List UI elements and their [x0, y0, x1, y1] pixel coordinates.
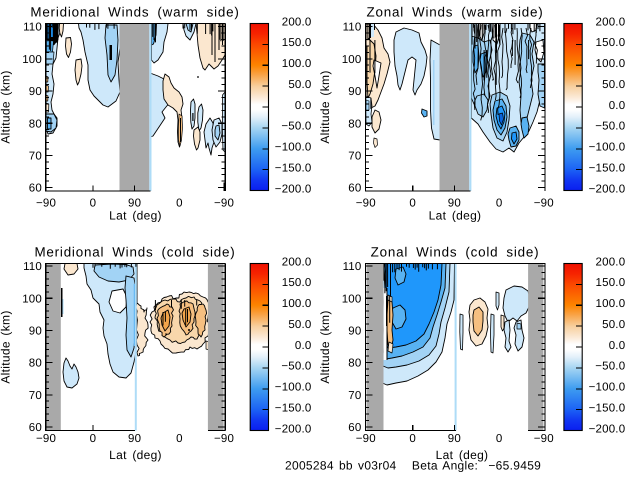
svg-text:Meridional Winds (cold side): Meridional Winds (cold side) [34, 244, 235, 259]
svg-text:70: 70 [29, 390, 42, 402]
svg-text:80: 80 [29, 358, 42, 370]
svg-text:−90: −90 [36, 198, 56, 210]
svg-text:70: 70 [348, 390, 361, 402]
svg-text:150.0: 150.0 [596, 37, 626, 49]
svg-text:100.0: 100.0 [596, 58, 626, 70]
svg-text:−100.0: −100.0 [589, 142, 626, 154]
svg-text:100: 100 [22, 54, 42, 66]
svg-text:−90: −90 [534, 433, 554, 445]
svg-text:0.0: 0.0 [295, 340, 312, 352]
svg-text:90: 90 [348, 86, 361, 98]
svg-text:90: 90 [128, 198, 141, 210]
svg-text:0.0: 0.0 [295, 100, 312, 112]
svg-text:50.0: 50.0 [602, 79, 625, 91]
svg-text:200.0: 200.0 [596, 256, 626, 268]
svg-text:−150.0: −150.0 [275, 402, 312, 414]
svg-text:200.0: 200.0 [282, 16, 312, 28]
svg-text:−100.0: −100.0 [589, 382, 626, 394]
svg-text:−50.0: −50.0 [281, 121, 311, 133]
svg-text:60: 60 [348, 422, 361, 434]
svg-text:−150.0: −150.0 [589, 162, 626, 174]
svg-text:90: 90 [29, 86, 42, 98]
svg-text:100.0: 100.0 [282, 298, 312, 310]
svg-text:150.0: 150.0 [596, 277, 626, 289]
svg-text:100.0: 100.0 [596, 298, 626, 310]
svg-text:70: 70 [29, 151, 42, 163]
svg-text:100: 100 [342, 293, 362, 305]
svg-text:Lat (deg): Lat (deg) [436, 448, 489, 462]
svg-text:−50.0: −50.0 [595, 361, 625, 373]
svg-text:−200.0: −200.0 [589, 423, 626, 435]
svg-text:Altitude (km): Altitude (km) [318, 310, 332, 383]
svg-text:200.0: 200.0 [282, 256, 312, 268]
svg-text:Zonal Winds (cold side): Zonal Winds (cold side) [371, 244, 540, 259]
svg-text:80: 80 [29, 118, 42, 130]
svg-text:Lat (deg): Lat (deg) [429, 209, 482, 223]
svg-text:Altitude (km): Altitude (km) [0, 70, 13, 143]
svg-text:0: 0 [90, 198, 97, 210]
svg-text:60: 60 [348, 183, 361, 195]
svg-text:−90: −90 [214, 198, 234, 210]
svg-text:100.0: 100.0 [282, 58, 312, 70]
svg-text:50.0: 50.0 [288, 79, 311, 91]
svg-text:150.0: 150.0 [282, 37, 312, 49]
svg-text:70: 70 [348, 151, 361, 163]
svg-text:Lat (deg): Lat (deg) [109, 209, 162, 223]
svg-text:−90: −90 [356, 433, 376, 445]
svg-text:0: 0 [90, 433, 97, 445]
svg-text:110: 110 [23, 261, 42, 273]
svg-text:0: 0 [176, 198, 183, 210]
svg-text:90: 90 [448, 198, 461, 210]
svg-text:200.0: 200.0 [596, 16, 626, 28]
svg-text:100: 100 [22, 293, 42, 305]
svg-text:0: 0 [409, 433, 416, 445]
svg-text:90: 90 [348, 326, 361, 338]
svg-text:50.0: 50.0 [602, 319, 625, 331]
svg-text:−200.0: −200.0 [275, 423, 312, 435]
svg-text:0: 0 [409, 198, 416, 210]
svg-text:−200.0: −200.0 [589, 183, 626, 195]
svg-text:−90: −90 [534, 198, 554, 210]
svg-text:0.0: 0.0 [609, 100, 626, 112]
svg-text:−100.0: −100.0 [275, 142, 312, 154]
svg-text:Altitude (km): Altitude (km) [318, 70, 332, 143]
svg-text:60: 60 [29, 422, 42, 434]
svg-text:60: 60 [29, 183, 42, 195]
svg-text:90: 90 [29, 326, 42, 338]
svg-text:80: 80 [348, 118, 361, 130]
svg-text:100: 100 [342, 54, 362, 66]
svg-text:0: 0 [496, 433, 503, 445]
svg-text:50.0: 50.0 [288, 319, 311, 331]
svg-text:110: 110 [343, 22, 362, 34]
svg-text:−90: −90 [36, 433, 56, 445]
svg-text:0: 0 [176, 433, 183, 445]
svg-text:110: 110 [343, 261, 362, 273]
svg-text:−90: −90 [356, 198, 376, 210]
svg-text:Zonal Winds (warm side): Zonal Winds (warm side) [367, 4, 544, 19]
svg-text:0.0: 0.0 [609, 340, 626, 352]
svg-text:Meridional Winds (warm side): Meridional Winds (warm side) [30, 4, 239, 19]
svg-text:−200.0: −200.0 [275, 183, 312, 195]
svg-text:−150.0: −150.0 [589, 402, 626, 414]
svg-text:90: 90 [448, 433, 461, 445]
svg-text:−150.0: −150.0 [275, 162, 312, 174]
svg-text:80: 80 [348, 358, 361, 370]
svg-text:0: 0 [496, 198, 503, 210]
svg-text:150.0: 150.0 [282, 277, 312, 289]
svg-text:Lat (deg): Lat (deg) [109, 448, 162, 462]
svg-text:2005284 bb v03r04 Beta Angle: 2005284 bb v03r04 Beta Angle: −65.9459 [285, 459, 541, 473]
svg-text:−50.0: −50.0 [281, 361, 311, 373]
svg-text:−50.0: −50.0 [595, 121, 625, 133]
svg-text:90: 90 [128, 433, 141, 445]
svg-text:−100.0: −100.0 [275, 382, 312, 394]
svg-text:110: 110 [23, 22, 42, 34]
svg-text:−90: −90 [214, 433, 234, 445]
svg-text:Altitude (km): Altitude (km) [0, 310, 13, 383]
